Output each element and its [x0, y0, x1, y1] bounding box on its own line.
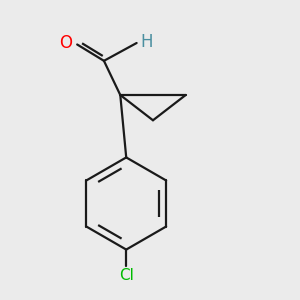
Text: Cl: Cl	[119, 268, 134, 283]
Text: O: O	[59, 34, 72, 52]
Text: H: H	[140, 32, 153, 50]
